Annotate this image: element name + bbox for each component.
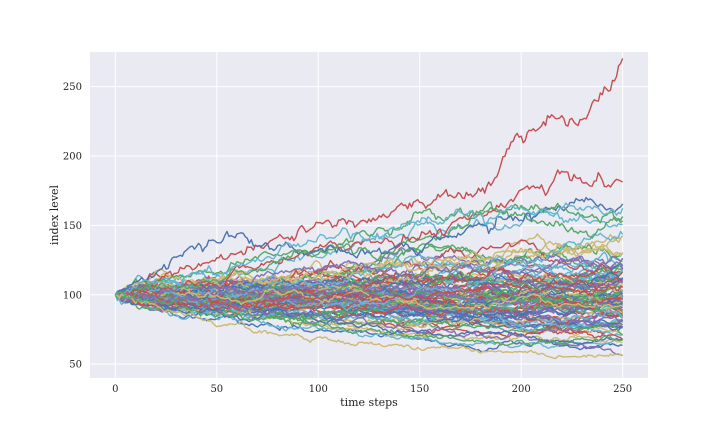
y-axis-label: index level [48, 184, 61, 245]
series-line [114, 291, 623, 347]
y-tick-label: 50 [69, 360, 82, 371]
y-tick-label: 200 [63, 152, 82, 163]
series-line [115, 292, 623, 357]
x-tick-label: 200 [512, 384, 531, 395]
y-tick-labels: 50 100 150 200 250 [63, 82, 82, 370]
series-line [115, 293, 624, 329]
y-tick-label: 250 [63, 82, 82, 93]
series-line [115, 291, 624, 326]
x-tick-label: 250 [613, 384, 632, 395]
x-tick-label: 100 [309, 384, 328, 395]
series-line [114, 267, 623, 307]
x-axis-label: time steps [340, 396, 398, 409]
y-tick-label: 150 [63, 221, 82, 232]
series-line [114, 202, 624, 296]
series-line [115, 293, 623, 360]
series-line [115, 58, 624, 297]
series-line [115, 284, 623, 316]
series-line [115, 255, 624, 299]
series-line [114, 288, 623, 311]
y-tick-label: 100 [63, 290, 82, 301]
x-tick-label: 150 [410, 384, 429, 395]
series-paths [114, 58, 624, 360]
series-line [114, 272, 624, 296]
x-tick-label: 50 [210, 384, 223, 395]
series-line [115, 282, 624, 312]
series-line [114, 196, 624, 296]
x-tick-labels: 0 50 100 150 200 250 [112, 384, 632, 395]
x-tick-label: 0 [112, 384, 118, 395]
series-line [114, 201, 624, 299]
series-line [114, 271, 623, 312]
